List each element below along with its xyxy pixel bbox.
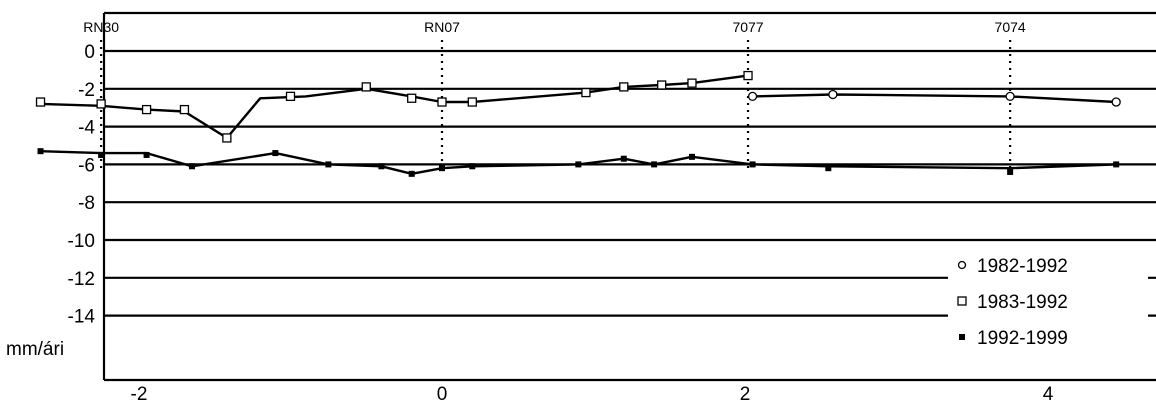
data-point: [96, 99, 106, 109]
y-tick-label: 0: [84, 42, 95, 63]
data-point: [619, 82, 629, 92]
data-point: [361, 82, 371, 92]
y-tick-label: -4: [78, 118, 95, 139]
legend-marker: [959, 334, 965, 340]
legend-marker: [957, 296, 967, 306]
benchmark-label: RN07: [424, 19, 460, 35]
y-tick-label: -12: [68, 269, 95, 290]
benchmark-markers: RN30 RN07 7077 7074: [83, 19, 1026, 172]
series-line: [752, 93, 1117, 104]
legend: 1982-1992 1983-1992 1992-1999: [948, 245, 1148, 370]
x-tick-label: 0: [437, 384, 448, 405]
data-point: [467, 97, 477, 107]
series-line: [40, 150, 1117, 175]
data-point: [825, 165, 832, 172]
legend-label: 1992-1999: [977, 328, 1068, 349]
data-point: [651, 161, 658, 168]
data-point: [469, 163, 476, 170]
series-1983-1992: [35, 70, 753, 143]
y-tick-label: -6: [78, 155, 95, 176]
data-point: [688, 153, 695, 160]
benchmark-label: 7077: [732, 19, 763, 35]
y-tick-labels: 0 -2 -4 -6 -8 -10 -12 -14: [68, 42, 96, 328]
y-tick-label: -2: [78, 80, 95, 101]
data-point: [143, 151, 150, 158]
data-point: [743, 70, 753, 81]
data-point: [575, 161, 582, 168]
data-point: [439, 165, 445, 172]
data-point: [378, 163, 385, 170]
legend-marker: [957, 260, 967, 270]
series-1982-1992: [747, 89, 1121, 107]
x-tick-labels: -4-202468 km: [131, 384, 1054, 405]
benchmark-label: 7074: [995, 19, 1026, 35]
x-tick-label: 4: [1043, 384, 1054, 405]
legend-label: 1983-1992: [977, 292, 1068, 313]
data-point: [189, 163, 196, 170]
y-axis-label: mm/ári: [6, 339, 64, 360]
series-layer: [35, 70, 1121, 177]
data-point: [828, 89, 838, 100]
y-tick-label: -10: [68, 231, 95, 252]
data-point: [35, 97, 46, 107]
legend-background: [948, 245, 1148, 370]
data-point: [1005, 91, 1015, 102]
data-point: [1113, 161, 1120, 168]
series-line: [40, 74, 749, 140]
data-point: [37, 148, 44, 155]
data-point: [408, 170, 415, 177]
data-point: [285, 91, 296, 102]
data-point: [620, 155, 627, 162]
data-point: [179, 104, 190, 115]
data-point: [98, 151, 105, 158]
data-point: [325, 161, 332, 168]
legend-label: 1982-1992: [977, 256, 1068, 277]
data-point: [657, 80, 667, 90]
benchmark-label: RN30: [83, 19, 119, 35]
data-point: [437, 97, 447, 107]
series-1992-1999: [37, 148, 1120, 177]
data-point: [581, 87, 591, 98]
y-tick-label: -8: [78, 193, 95, 214]
data-point: [749, 161, 756, 168]
y-tick-label: -14: [68, 307, 96, 328]
x-tick-label: -2: [131, 384, 148, 405]
data-point: [1007, 168, 1014, 175]
data-point: [687, 78, 697, 88]
plot-frame: [102, 11, 1156, 382]
x-tick-label: 2: [740, 384, 751, 405]
data-point: [272, 150, 279, 157]
data-point: [747, 91, 758, 102]
data-point: [222, 133, 232, 143]
gridlines: [104, 49, 1156, 317]
data-point: [141, 104, 152, 115]
data-point: [407, 93, 417, 103]
data-point: [1111, 97, 1121, 107]
